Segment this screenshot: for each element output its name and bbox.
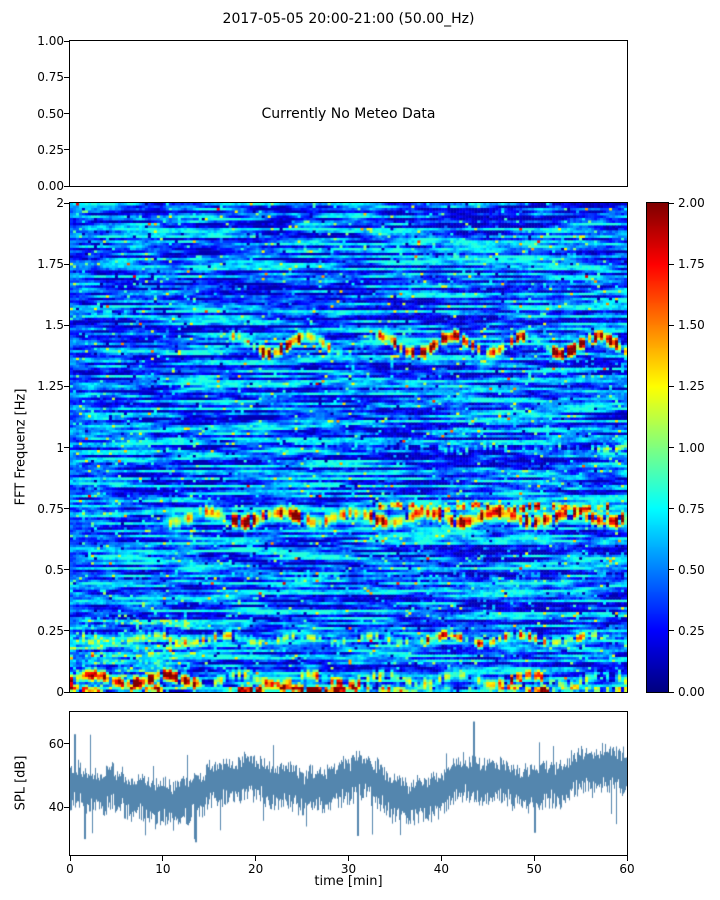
colorbar-gradient xyxy=(647,203,668,692)
spectrogram-panel xyxy=(69,202,628,693)
spec-ytick-label: 0.25 xyxy=(37,623,64,638)
meteo-ytick-mark xyxy=(64,76,69,78)
meteo-ytick-label: 0.50 xyxy=(37,106,64,121)
colorbar-tick-label: 1.50 xyxy=(678,318,705,333)
spec-ytick-label: 1.5 xyxy=(44,318,64,333)
spl-xtick-mark xyxy=(348,856,349,861)
colorbar-tick-label: 1.00 xyxy=(678,440,705,455)
colorbar-tick-label: 1.25 xyxy=(678,379,705,394)
spl-panel xyxy=(69,711,628,856)
spectrogram-image xyxy=(70,203,627,692)
colorbar-tick-mark xyxy=(669,569,674,571)
meteo-ytick-mark xyxy=(64,149,69,151)
meteo-panel: Currently No Meteo Data xyxy=(69,40,628,187)
spl-xtick-label: 30 xyxy=(340,862,357,876)
spec-ytick-mark xyxy=(64,691,69,693)
spec-ytick-mark xyxy=(64,263,69,265)
spl-xtick-label: 20 xyxy=(248,862,264,876)
spl-ytick-label: 40 xyxy=(48,800,64,815)
spec-ytick-mark xyxy=(64,630,69,632)
colorbar-tick-mark xyxy=(669,385,674,387)
figure-title: 2017-05-05 20:00-21:00 (50.00_Hz) xyxy=(222,11,475,27)
meteo-ytick-label: 1.00 xyxy=(37,34,64,48)
meteo-ytick-label: 0.25 xyxy=(37,142,64,157)
colorbar-tick-mark xyxy=(669,324,674,326)
meteo-message: Currently No Meteo Data xyxy=(261,105,436,122)
spl-line-plot xyxy=(70,712,627,855)
colorbar-tick-mark xyxy=(669,691,674,693)
spec-ytick-label: 1.75 xyxy=(37,257,64,272)
colorbar-tick-mark xyxy=(669,202,674,204)
spec-ytick-mark xyxy=(64,385,69,387)
spec-ytick-mark xyxy=(64,508,69,510)
spl-xtick-label: 50 xyxy=(526,862,542,876)
spl-xtick-label: 0 xyxy=(66,862,74,876)
spec-ytick-label: 0.5 xyxy=(44,562,64,577)
meteo-ytick-mark xyxy=(64,40,69,42)
spec-ytick-mark xyxy=(64,324,69,326)
spl-xtick-label: 40 xyxy=(433,862,449,876)
meteo-ytick-mark xyxy=(64,185,69,187)
colorbar xyxy=(646,202,669,693)
spl-xtick-label: 60 xyxy=(619,862,635,876)
spl-ytick-mark xyxy=(64,743,69,745)
colorbar-tick-mark xyxy=(669,263,674,265)
spl-xtick-mark xyxy=(162,856,164,861)
colorbar-tick-label: 0.75 xyxy=(678,501,705,516)
spec-ytick-mark xyxy=(64,202,69,204)
colorbar-tick-label: 2.00 xyxy=(678,196,705,210)
spec-ytick-label: 1.25 xyxy=(37,379,64,394)
colorbar-tick-mark xyxy=(669,447,674,448)
colorbar-tick-mark xyxy=(669,630,674,632)
spec-ytick-label: 2 xyxy=(56,196,64,210)
spl-xtick-mark xyxy=(533,856,535,861)
spec-ytick-label: 0 xyxy=(56,685,64,699)
spl-xtick-mark xyxy=(440,856,442,861)
colorbar-tick-label: 0.00 xyxy=(678,685,705,699)
spec-ytick-mark xyxy=(64,569,69,571)
spec-ytick-mark xyxy=(64,447,69,448)
spl-xtick-mark xyxy=(626,856,628,861)
meteo-ytick-label: 0.00 xyxy=(37,179,64,193)
colorbar-tick-label: 0.50 xyxy=(678,562,705,577)
spl-xtick-mark xyxy=(69,856,71,861)
spl-xtick-label: 10 xyxy=(155,862,171,876)
meteo-ytick-label: 0.75 xyxy=(37,70,64,85)
spec-ytick-label: 1 xyxy=(56,440,64,455)
spl-ytick-mark xyxy=(64,806,69,808)
colorbar-tick-label: 0.25 xyxy=(678,623,705,638)
colorbar-tick-mark xyxy=(669,508,674,510)
colorbar-tick-label: 1.75 xyxy=(678,257,705,272)
meteo-ytick-mark xyxy=(64,113,69,114)
spl-ytick-label: 60 xyxy=(48,736,64,751)
spec-ytick-label: 0.75 xyxy=(37,501,64,516)
time-xlabel: time [min] xyxy=(314,874,383,889)
spl-xtick-mark xyxy=(255,856,257,861)
